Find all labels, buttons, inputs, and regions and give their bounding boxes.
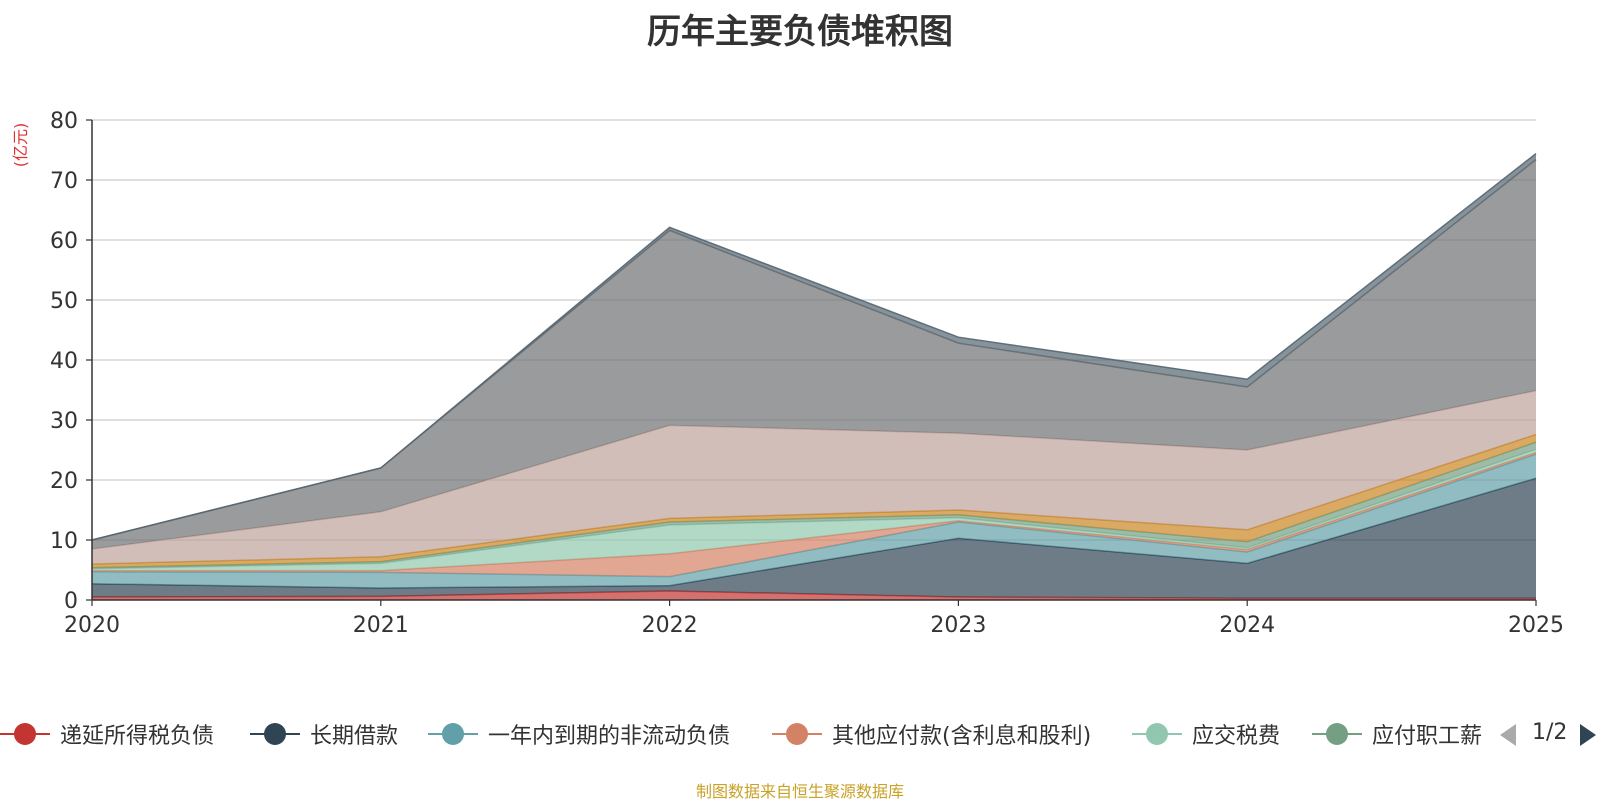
area-series-0[interactable] [92,591,1536,600]
y-tick-label: 70 [50,169,78,194]
stacked-areas [91,153,1537,600]
x-tick-label: 2022 [642,613,698,638]
legend-label: 长期借款 [310,724,399,749]
series-line-9 [91,153,1537,541]
legend-prev-icon[interactable] [1496,722,1520,748]
legend-marker-icon [250,723,300,745]
axes: 0 10 20 30 40 50 60 70 80 2020 2021 2022 2023 2024 202… [50,109,1564,638]
legend-item[interactable]: 一年内到期的非流动负债 [428,712,730,756]
x-tick-label: 2020 [64,613,120,638]
x-tick-label: 2023 [930,613,986,638]
x-tick-label: 2021 [353,613,409,638]
y-tick-label: 40 [50,349,78,374]
y-tick-label: 0 [64,589,78,614]
area-series-2[interactable] [92,454,1536,588]
legend-marker-icon [1312,723,1362,745]
chart-title: 历年主要负债堆积图 [647,12,953,52]
source-note: 制图数据来自恒生聚源数据库 [695,782,904,801]
legend-item[interactable]: 其他应付款(含利息和股利) [772,712,1091,756]
legend-label: 应交税费 [1192,724,1281,749]
legend-marker-icon [0,723,50,745]
area-series-5[interactable] [92,442,1536,569]
legend-marker-icon [772,723,822,745]
y-tick-label: 20 [50,469,78,494]
y-tick-label: 30 [50,409,78,434]
y-tick-label: 10 [50,529,78,554]
legend-item[interactable]: 长期借款 [250,712,398,756]
legend-label: 其他应付款(含利息和股利) [832,724,1092,749]
area-series-7[interactable] [92,390,1536,564]
legend-marker-icon [1132,723,1182,745]
legend-label: 应付职工薪酬 [1372,724,1482,749]
legend-page-indicator: 1/2 [1532,720,1568,745]
area-series-1[interactable] [92,478,1536,599]
legend: 递延所得税负债 长期借款 一年内到期的非流动负债 其他应付款(含利息和股利) 应交税费 应… [0,712,1600,758]
legend-marker-icon [428,723,478,745]
y-tick-label: 60 [50,229,78,254]
y-tick-label: 50 [50,289,78,314]
x-tick-label: 2025 [1508,613,1564,638]
legend-next-icon[interactable] [1576,722,1600,748]
legend-label: 递延所得税负债 [60,724,215,749]
y-tick-label: 80 [50,109,78,134]
legend-item[interactable]: 应付职工薪酬 [1312,712,1482,756]
y-axis-unit-label: (亿元) [11,123,30,168]
x-tick-label: 2024 [1219,613,1275,638]
legend-item[interactable]: 应交税费 [1132,712,1280,756]
area-series-6[interactable] [92,434,1536,568]
legend-item[interactable]: 递延所得税负债 [0,712,214,756]
area-series-8[interactable] [92,159,1536,549]
legend-label: 一年内到期的非流动负债 [488,724,731,749]
